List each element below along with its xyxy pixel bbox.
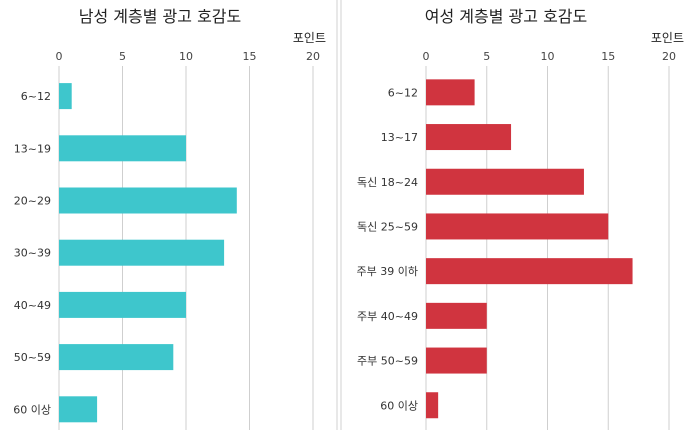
male-tick-label: 10 <box>179 50 193 63</box>
male-tick-label: 15 <box>243 50 257 63</box>
female-tick-label: 5 <box>483 50 490 63</box>
female-bar <box>426 124 512 151</box>
male-category-label: 40~49 <box>14 299 51 312</box>
male-bar <box>59 344 174 371</box>
female-category-label: 독신 25~59 <box>357 220 418 233</box>
male-category-label: 60 이상 <box>13 403 51 416</box>
female-bar <box>426 347 487 374</box>
female-bar <box>426 258 633 285</box>
female-category-label: 주부 40~49 <box>357 310 418 323</box>
male-chart-title: 남성 계층별 광고 호감도 <box>79 7 241 26</box>
female-category-label: 60 이상 <box>380 399 418 412</box>
male-bar <box>59 239 225 266</box>
female-tick-label: 20 <box>662 50 676 63</box>
male-bar <box>59 291 186 318</box>
female-category-label: 주부 50~59 <box>357 355 418 368</box>
male-bar <box>59 396 98 423</box>
female-tick-label: 0 <box>423 50 430 63</box>
male-chart-unit: 포인트 <box>293 31 326 45</box>
male-chart: 남성 계층별 광고 호감도 포인트 0 5 10 15 20 6~12 13~19 20~29… <box>13 7 326 430</box>
male-bar <box>59 83 72 110</box>
female-tick-label: 15 <box>601 50 615 63</box>
female-category-label: 13~17 <box>381 131 418 144</box>
female-category-label: 6~12 <box>388 86 418 99</box>
female-category-label: 주부 39 이하 <box>357 264 418 278</box>
female-bar <box>426 168 584 195</box>
male-bar <box>59 187 237 214</box>
male-category-label: 50~59 <box>14 351 51 364</box>
male-tick-label: 20 <box>306 50 320 63</box>
female-tick-label: 10 <box>541 50 555 63</box>
female-bar <box>426 392 439 419</box>
female-bar <box>426 213 609 240</box>
male-category-label: 6~12 <box>21 90 51 103</box>
female-chart: 여성 계층별 광고 호감도 포인트 0 5 10 15 20 6~12 13~17 독신 18… <box>357 7 684 430</box>
male-category-label: 20~29 <box>14 195 51 208</box>
female-chart-unit: 포인트 <box>651 31 684 45</box>
female-bar <box>426 79 475 106</box>
male-category-label: 13~19 <box>14 142 51 155</box>
male-bar <box>59 135 186 162</box>
female-chart-title: 여성 계층별 광고 호감도 <box>425 7 587 26</box>
male-category-label: 30~39 <box>14 247 51 260</box>
male-tick-label: 5 <box>119 50 126 63</box>
female-bar <box>426 302 487 329</box>
male-tick-label: 0 <box>56 50 63 63</box>
female-category-label: 독신 18~24 <box>357 176 418 189</box>
